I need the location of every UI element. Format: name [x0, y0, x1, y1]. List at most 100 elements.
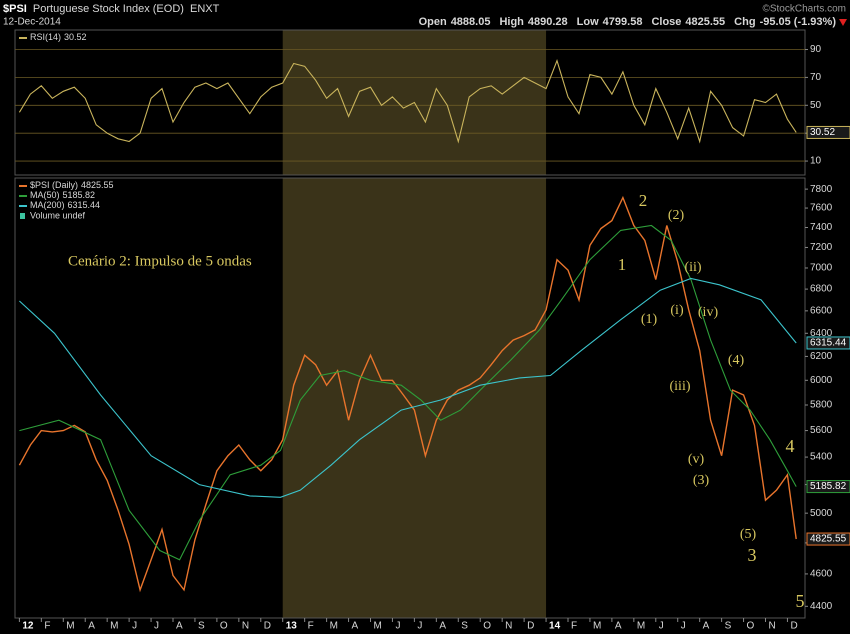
annotation: (ii): [684, 260, 701, 275]
x-tick-label: J: [681, 621, 686, 632]
x-tick-label: D: [264, 621, 271, 632]
quote-value: 4825.55: [685, 16, 725, 28]
x-tick-label: M: [330, 621, 338, 632]
x-tick-label: A: [615, 621, 622, 632]
legend-value: 5185.82: [63, 190, 96, 200]
y-tick-label: 7200: [810, 242, 833, 253]
quote-value: 4799.58: [603, 16, 643, 28]
x-tick-label: J: [417, 621, 422, 632]
x-tick-label: M: [374, 621, 382, 632]
legend-entry: $PSI (Daily) 4825.55: [30, 180, 114, 190]
x-tick-label: F: [44, 621, 50, 632]
series-line: [19, 277, 797, 498]
y-tick-label: 10: [810, 156, 822, 167]
x-tick-label: J: [154, 621, 159, 632]
x-tick-label: F: [571, 621, 577, 632]
last-value-box: [806, 336, 850, 350]
x-tick-label: F: [308, 621, 314, 632]
x-tick-label: 12: [22, 621, 34, 632]
quote-label: Close: [651, 16, 681, 28]
x-tick-label: O: [220, 621, 228, 632]
annotation: (3): [693, 473, 710, 488]
last-value-label: 5185.82: [810, 481, 847, 492]
y-tick-label: 50: [810, 100, 822, 111]
quote-label: Open: [419, 16, 447, 28]
legend-name: MA(50): [30, 190, 60, 200]
x-tick-label: S: [461, 621, 468, 632]
x-tick-label: A: [176, 621, 183, 632]
y-tick-label: 7400: [810, 222, 833, 233]
y-tick-label: 6400: [810, 328, 833, 339]
index-name: Portuguese Stock Index (EOD): [33, 3, 184, 15]
x-tick-label: M: [637, 621, 645, 632]
annotation: (1): [641, 312, 658, 327]
annotation: (i): [670, 303, 684, 318]
panel-frame: [14, 177, 806, 619]
x-tick-label: N: [505, 621, 512, 632]
last-value-box: [806, 125, 850, 139]
legend-value: 30.52: [64, 32, 87, 42]
quote-value: -95.05 (-1.93%): [760, 16, 837, 28]
legend-swatch: [20, 213, 25, 219]
quote-value: 4888.05: [451, 16, 491, 28]
x-tick-label: A: [703, 621, 710, 632]
annotation: 5: [796, 591, 805, 611]
legend-entry: Volume undef: [30, 210, 86, 220]
last-value-label: 6315.44: [810, 338, 847, 349]
x-tick-label: O: [483, 621, 491, 632]
x-tick-label: D: [527, 621, 534, 632]
x-tick-label: O: [747, 621, 755, 632]
annotation: 3: [748, 545, 757, 565]
y-tick-label: 5400: [810, 452, 833, 463]
series-line: [18, 195, 797, 593]
annotation: Cenário 2: Impulso de 5 ondas: [68, 253, 252, 269]
legend-value: 6315.44: [68, 200, 101, 210]
x-tick-label: D: [790, 621, 797, 632]
last-value-label: 30.52: [810, 127, 835, 138]
annotation: 2: [639, 191, 648, 210]
legend-entry: RSI(14) 30.52: [30, 32, 87, 42]
legend-value: 4825.55: [81, 180, 114, 190]
annotation: (4): [728, 353, 745, 368]
y-tick-label: 7000: [810, 263, 833, 274]
quote-label: High: [499, 16, 524, 28]
annotation: (2): [668, 208, 685, 223]
last-value-box: [806, 480, 850, 494]
x-tick-label: M: [110, 621, 118, 632]
x-tick-label: A: [352, 621, 359, 632]
symbol: $PSI: [3, 3, 27, 15]
series-line: [19, 224, 797, 561]
x-tick-label: J: [132, 621, 137, 632]
y-tick-label: 6600: [810, 305, 833, 316]
annotation: 4: [786, 436, 795, 456]
x-tick-label: A: [88, 621, 95, 632]
legend-name: RSI(14): [30, 32, 61, 42]
y-tick-label: 7600: [810, 203, 833, 214]
y-tick-label: 90: [810, 44, 822, 55]
y-tick-label: 7800: [810, 184, 833, 195]
x-tick-label: 13: [286, 621, 298, 632]
annotation: (iii): [670, 379, 691, 394]
y-tick-label: 6800: [810, 284, 833, 295]
panel-frame: [14, 29, 806, 176]
legend-entry: MA(50) 5185.82: [30, 190, 95, 200]
x-tick-label: N: [242, 621, 249, 632]
legend-entry: MA(200) 6315.44: [30, 200, 100, 210]
y-tick-label: 5000: [810, 508, 833, 519]
y-tick-label: 70: [810, 72, 822, 83]
annotation: (iv): [698, 305, 719, 320]
y-tick-label: 5800: [810, 400, 833, 411]
down-arrow: [839, 19, 847, 26]
x-tick-label: S: [198, 621, 205, 632]
quote-label: Low: [577, 16, 599, 28]
x-tick-label: 14: [549, 621, 561, 632]
header-title: $PSI Portuguese Stock Index (EOD) ENXT: [3, 3, 220, 15]
x-tick-label: J: [659, 621, 664, 632]
x-tick-label: M: [66, 621, 74, 632]
x-tick-label: N: [769, 621, 776, 632]
quote: Open 4888.05 High 4890.28 Low 4799.58 Close 482…: [419, 16, 837, 28]
x-tick-label: S: [725, 621, 732, 632]
legend-name: $PSI (Daily): [30, 180, 78, 190]
y-tick-label: 6000: [810, 375, 833, 386]
